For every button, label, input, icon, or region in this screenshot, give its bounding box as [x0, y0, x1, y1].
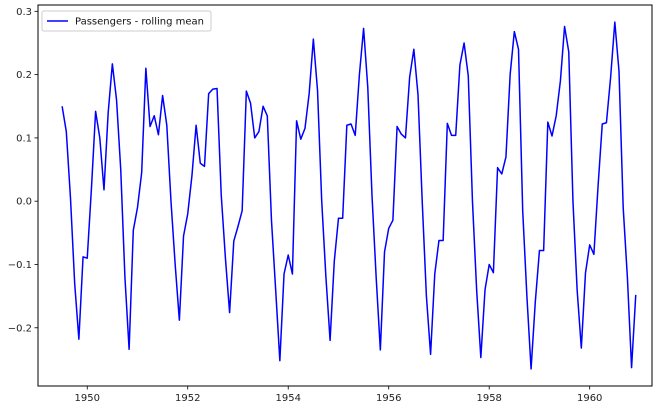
- x-tick-label: 1958: [476, 393, 501, 404]
- x-tick-label: 1950: [75, 393, 100, 404]
- y-tick-label: −0.1: [8, 260, 32, 271]
- y-tick-label: 0.1: [16, 133, 32, 144]
- legend: Passengers - rolling mean: [41, 10, 212, 32]
- series-layer: [61, 21, 637, 370]
- x-tick-label: 1956: [376, 393, 401, 404]
- x-tick-label: 1954: [275, 393, 300, 404]
- x-tick-label: 1960: [577, 393, 602, 404]
- x-tick-label: 1952: [175, 393, 200, 404]
- y-axis: −0.2 −0.1 0.0 0.1 0.2 0.3: [8, 7, 38, 334]
- y-tick-label: −0.2: [8, 323, 32, 334]
- y-tick-label: 0.3: [16, 7, 32, 18]
- x-axis: 1950 1952 1954 1956 1958 1960: [75, 386, 602, 404]
- plot-frame: [37, 4, 653, 387]
- y-tick-label: 0.0: [16, 197, 32, 208]
- legend-box: [41, 10, 212, 32]
- y-tick-label: 0.2: [16, 70, 32, 81]
- series-line: [61, 21, 637, 370]
- legend-label: Passengers - rolling mean: [75, 17, 204, 28]
